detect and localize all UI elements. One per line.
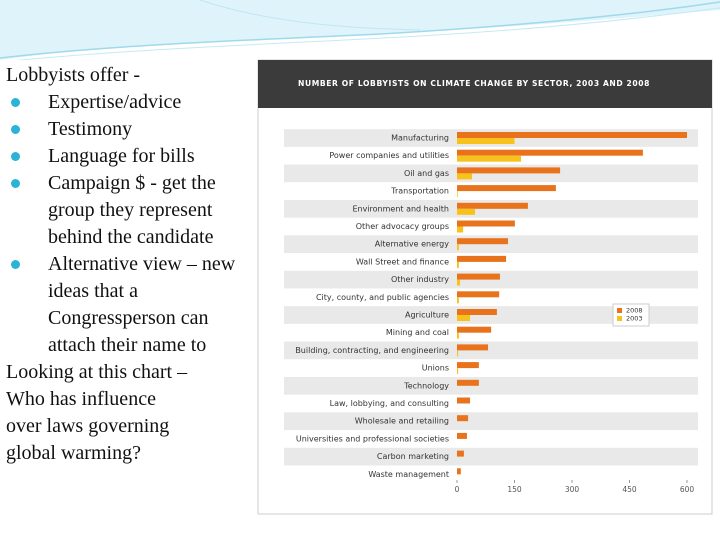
y-tick-label: Transportation: [390, 187, 449, 196]
y-tick-label: Other industry: [391, 275, 449, 284]
y-tick-label: Other advocacy groups: [356, 222, 449, 231]
bar: [457, 362, 479, 369]
legend-label: 2008: [626, 307, 643, 315]
y-tick-label: Oil and gas: [404, 169, 449, 178]
y-tick-label: Wholesale and retailing: [355, 417, 449, 426]
bar: [457, 332, 459, 339]
slide-text: Lobbyists offer - Expertise/advice Testim…: [6, 62, 256, 467]
bullet: Campaign $ - get the group they represen…: [6, 170, 253, 251]
y-tick-label: Mining and coal: [386, 328, 449, 337]
closing-line: over laws governing: [6, 415, 170, 437]
bar: [457, 344, 489, 351]
bar: [457, 468, 461, 475]
bar: [457, 309, 497, 315]
bar: [457, 368, 459, 375]
bar: [457, 155, 522, 162]
y-tick-label: Building, contracting, and engineering: [295, 346, 449, 355]
bar: [457, 191, 458, 198]
bar: [457, 238, 508, 245]
closing: Looking at this chart – Who has influence…: [6, 359, 256, 467]
x-tick-label: 600: [680, 485, 695, 494]
decoration: [0, 0, 720, 60]
bar: [457, 415, 469, 422]
y-tick-label: Universities and professional societies: [296, 434, 449, 443]
bar: [457, 244, 459, 251]
chart-header: [258, 60, 712, 108]
bar: [457, 326, 492, 333]
chart-title: NUMBER OF LOBBYISTS ON CLIMATE CHANGE BY…: [298, 79, 650, 88]
y-tick-label: Wall Street and finance: [356, 257, 449, 266]
y-tick-label: Waste management: [368, 470, 449, 479]
y-tick-label: Environment and health: [352, 204, 449, 213]
y-tick-label: Manufacturing: [391, 134, 449, 143]
y-tick-label: Carbon marketing: [377, 452, 449, 461]
bar: [457, 379, 479, 386]
y-tick-label: Technology: [403, 381, 449, 390]
legend-label: 2003: [626, 315, 643, 323]
bar: [457, 185, 556, 192]
legend-swatch: [617, 316, 622, 321]
bar: [457, 291, 500, 298]
x-tick-label: 150: [507, 485, 522, 494]
bar: [457, 279, 461, 286]
y-tick-label: Unions: [422, 364, 449, 373]
bar: [457, 132, 687, 138]
row-stripe: [284, 412, 698, 431]
bar: [457, 397, 471, 404]
bar: [457, 432, 467, 439]
bar: [457, 273, 500, 280]
bullet: Language for bills: [6, 143, 253, 170]
bar: [457, 220, 515, 227]
bullet-list: Expertise/advice Testimony Language for bi…: [6, 89, 256, 359]
bullet: Testimony: [6, 116, 253, 143]
x-tick-label: 300: [565, 485, 580, 494]
row-stripe: [284, 341, 698, 360]
bar: [457, 149, 643, 156]
bar: [457, 255, 507, 262]
y-tick-label: Agriculture: [405, 311, 449, 320]
legend-swatch: [617, 308, 622, 313]
bar: [457, 315, 471, 321]
closing-line: Who has influence: [6, 388, 156, 410]
bar: [457, 208, 476, 215]
bar: [457, 261, 459, 268]
x-tick-label: 450: [622, 485, 637, 494]
y-tick-label: Power companies and utilities: [329, 151, 449, 160]
bullet: Expertise/advice: [6, 89, 253, 116]
bar: [457, 173, 472, 180]
x-tick-label: 0: [455, 485, 460, 494]
bar: [457, 226, 464, 233]
row-stripe: [284, 447, 698, 466]
row-stripe: [284, 376, 698, 395]
closing-line: global warming?: [6, 442, 141, 464]
bar: [457, 297, 459, 304]
y-tick-label: Alternative energy: [375, 240, 450, 249]
intro: Lobbyists offer -: [6, 64, 141, 86]
bar: [457, 350, 459, 357]
bar: [457, 138, 515, 144]
bar: [457, 202, 528, 209]
y-tick-label: Law, lobbying, and consulting: [330, 399, 449, 408]
closing-line: Looking at this chart –: [6, 361, 188, 383]
bar: [457, 450, 464, 457]
bullet: Alternative view – new ideas that a Cong…: [6, 251, 253, 359]
row-stripe: [284, 235, 698, 254]
y-tick-label: City, county, and public agencies: [316, 293, 449, 302]
bar: [457, 167, 561, 174]
